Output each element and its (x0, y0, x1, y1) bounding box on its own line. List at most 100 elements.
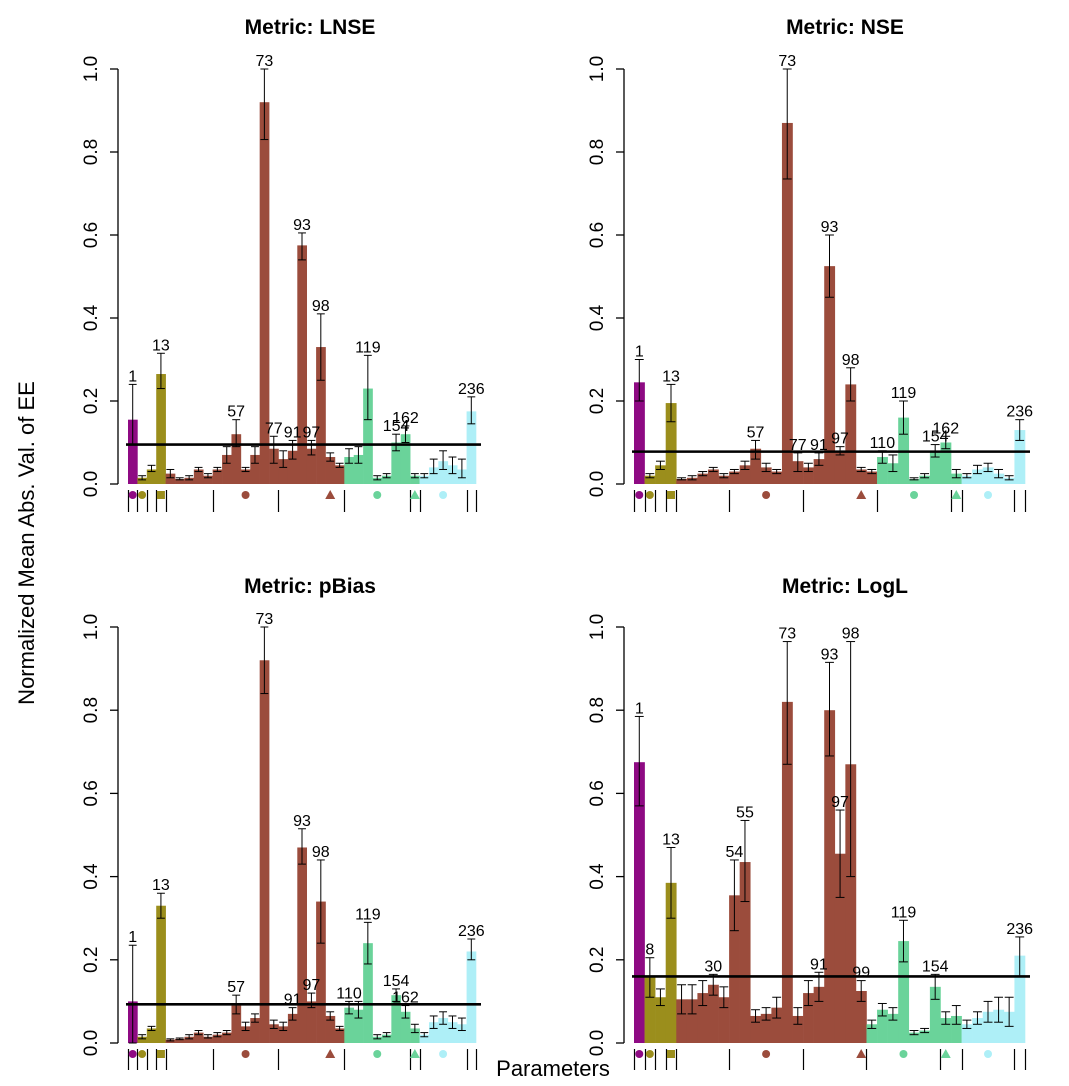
bar (457, 1024, 467, 1043)
bar (644, 475, 656, 484)
group-marker-circle (128, 1050, 137, 1058)
bar (297, 847, 308, 1043)
bar-label: 119 (891, 385, 917, 402)
bar (929, 450, 941, 484)
bar-label: 98 (312, 844, 330, 861)
bar (951, 1015, 962, 1043)
group-marker-triangle (409, 490, 420, 499)
bar (438, 461, 449, 484)
y-tick-label: 0.8 (81, 697, 102, 723)
bar (982, 467, 994, 484)
bar (676, 999, 688, 1043)
bar (697, 993, 709, 1043)
bar (381, 1034, 392, 1043)
bar (353, 1009, 364, 1043)
bar (175, 1038, 185, 1043)
chart-title: Metric: LogL (782, 575, 908, 598)
bar-label: 236 (1006, 921, 1033, 938)
bar-label: 154 (922, 429, 949, 446)
bar (259, 102, 270, 484)
group-marker-circle (984, 1050, 993, 1058)
bar (655, 997, 667, 1043)
bar (877, 1009, 888, 1043)
bar-label: 98 (312, 298, 330, 315)
bar (466, 411, 477, 484)
bar-label: 55 (736, 804, 754, 821)
bar (231, 1005, 242, 1043)
bar (718, 997, 730, 1043)
y-tick-label: 0.8 (81, 139, 102, 165)
bar (203, 1036, 213, 1043)
bar (325, 457, 336, 484)
bar (381, 475, 392, 484)
y-tick-label: 0.2 (587, 947, 608, 973)
bar (428, 1022, 439, 1043)
bar-label: 77 (265, 420, 283, 437)
bar (961, 475, 973, 484)
bar-label: 57 (227, 979, 245, 996)
bar-label: 57 (747, 424, 765, 441)
bar (961, 1024, 973, 1043)
bar-label: 110 (336, 985, 362, 1002)
bar-label: 1 (635, 344, 644, 361)
bar (419, 475, 430, 484)
bar (697, 473, 709, 484)
bar (287, 450, 298, 484)
bar (993, 473, 1005, 484)
bar (193, 1032, 204, 1043)
group-marker-triangle (940, 1049, 951, 1058)
bar-label: 154 (383, 973, 410, 990)
bar (184, 1036, 195, 1043)
bar (940, 442, 952, 484)
bar-label: 97 (831, 431, 849, 448)
bar (391, 995, 402, 1043)
bar (306, 448, 317, 484)
bar-label: 73 (778, 53, 796, 70)
bar (919, 475, 931, 484)
bar (866, 471, 878, 484)
bar (212, 469, 223, 484)
bar (1014, 955, 1026, 1043)
group-marker-square (666, 491, 675, 499)
y-tick-label: 0.2 (81, 947, 102, 973)
group-marker-circle (762, 1050, 771, 1058)
bar (644, 976, 656, 1043)
bar-label: 93 (821, 646, 839, 663)
bar (128, 419, 138, 484)
bar (634, 762, 645, 1043)
y-tick-label: 0.6 (587, 222, 608, 248)
bar-label: 8 (645, 942, 654, 959)
group-marker-circle (645, 491, 654, 499)
bar (400, 434, 411, 484)
bar (344, 457, 355, 484)
bar (919, 1030, 931, 1043)
bar (866, 1024, 878, 1043)
bar-label: 154 (383, 418, 410, 435)
y-tick-label: 0.6 (81, 222, 102, 248)
bar (834, 853, 846, 1043)
group-marker-circle (241, 1050, 250, 1058)
bar (156, 905, 166, 1043)
group-marker-circle (138, 1050, 147, 1058)
group-marker-circle (645, 1050, 654, 1058)
y-tick-label: 0.0 (587, 1030, 608, 1056)
bar (278, 1026, 289, 1043)
bar (400, 1011, 411, 1043)
bar-label: 162 (392, 990, 419, 1007)
bar (410, 475, 420, 484)
group-marker-circle (762, 491, 771, 499)
bar (707, 469, 719, 484)
bar (855, 469, 867, 484)
bar (739, 465, 751, 484)
y-tick-label: 0.0 (81, 471, 102, 497)
group-marker-circle (138, 491, 147, 499)
bar (212, 1034, 223, 1043)
y-tick-label: 0.6 (587, 780, 608, 806)
bar (750, 448, 762, 484)
group-marker-square (666, 1050, 675, 1058)
bar (655, 465, 667, 484)
bar (750, 1015, 762, 1043)
bar (1014, 430, 1026, 484)
